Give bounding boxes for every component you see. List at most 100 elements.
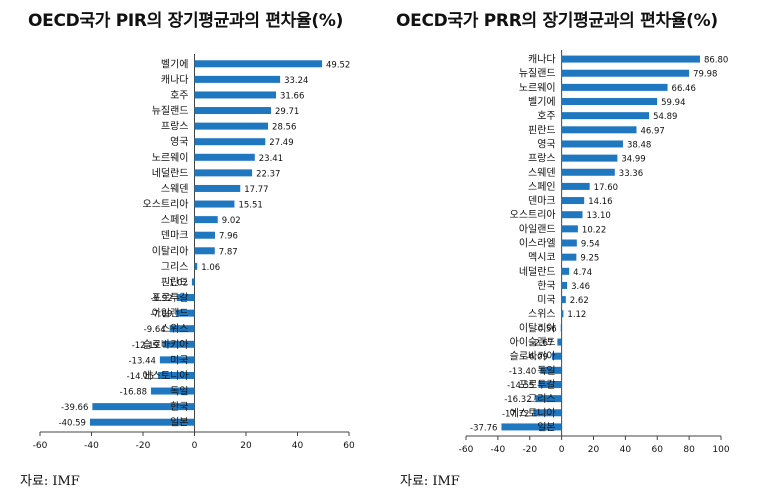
value-label: 33.24	[284, 76, 308, 86]
category-label: 에스토니아	[143, 370, 189, 382]
bar	[501, 423, 562, 431]
x-tick-label: 40	[292, 441, 304, 451]
value-label: -1.02	[166, 278, 188, 288]
category-label: 노르웨이	[152, 152, 189, 164]
x-tick-label: 40	[620, 445, 632, 455]
value-label: 3.46	[571, 282, 590, 292]
x-tick-label: 80	[683, 445, 695, 455]
category-label: 일본	[537, 421, 555, 433]
category-label: 스웨덴	[528, 167, 556, 179]
category-label: 아이슬랜드	[510, 337, 556, 349]
x-tick-label: -40	[84, 441, 99, 451]
value-label: 7.87	[219, 247, 238, 257]
bar	[89, 418, 195, 426]
value-label: 38.48	[627, 140, 651, 150]
bar	[561, 140, 623, 148]
category-label: 일본	[170, 417, 188, 429]
bar	[557, 338, 562, 346]
category-label: 아일랜드	[152, 308, 189, 320]
x-tick-label: -40	[491, 445, 506, 455]
bar	[194, 60, 323, 68]
category-label: 독일	[537, 365, 555, 377]
bar	[540, 366, 562, 374]
category-label: 핀란드	[161, 276, 189, 288]
category-label: 스웨덴	[161, 183, 189, 195]
bar	[561, 253, 577, 261]
category-label: 네덜란드	[152, 167, 189, 179]
pir-bar-chart: -60 -40 -20 0 20 40 60 벨기에 49.52 캐나다 33.24 호주 31.66 뉴…	[33, 54, 355, 451]
category-label: 독일	[170, 386, 188, 398]
x-tick-label: 60	[652, 445, 664, 455]
value-label: 46.97	[640, 126, 664, 136]
value-label: 33.36	[619, 169, 643, 179]
bar	[561, 239, 577, 247]
category-label: 영국	[537, 138, 555, 150]
bar	[191, 278, 195, 286]
value-label: -13.44	[128, 356, 155, 366]
value-label: -39.66	[61, 403, 88, 413]
value-label: 59.94	[661, 98, 685, 108]
value-label: 14.16	[588, 197, 612, 207]
bar	[561, 168, 615, 176]
bar	[194, 216, 218, 224]
category-label: 덴마크	[528, 195, 556, 207]
x-tick-label: -60	[33, 441, 48, 451]
chart-title-pir: OECD국가 PIR의 장기평균과의 편차율(%)	[28, 11, 344, 31]
bar	[163, 340, 195, 348]
value-label: -13.40	[509, 367, 536, 377]
bar	[194, 91, 277, 99]
x-tick-label: -20	[136, 441, 151, 451]
category-label: 스위스	[528, 307, 556, 320]
source-note-pir: 자료: IMF	[20, 470, 84, 489]
bar	[194, 153, 255, 161]
value-label: 66.46	[672, 84, 696, 94]
value-label: -14.15	[127, 372, 154, 382]
value-label: 23.41	[259, 154, 283, 164]
category-label: 뉴질랜드	[519, 68, 556, 80]
category-label: 네덜란드	[519, 266, 556, 278]
bar	[169, 325, 195, 333]
value-label: -6.09	[526, 353, 548, 363]
x-tick-label: 20	[588, 445, 600, 455]
bar	[561, 126, 637, 134]
category-label: 슬로바키아	[143, 339, 189, 351]
category-label: 멕시코	[528, 252, 556, 264]
category-label: 미국	[537, 294, 555, 306]
category-label: 스페인	[161, 214, 189, 226]
category-label: 포르투갈	[519, 378, 556, 391]
value-label: 79.98	[693, 70, 717, 80]
value-label: -9.64	[144, 325, 166, 335]
category-label: 그리스	[161, 261, 189, 273]
bar	[158, 371, 195, 379]
bar	[561, 55, 700, 63]
category-label: 한국	[170, 401, 188, 413]
bar	[561, 310, 564, 318]
value-label: -2.67	[531, 339, 553, 349]
bar	[194, 122, 269, 130]
bar	[176, 294, 195, 302]
category-label: 캐나다	[528, 54, 556, 66]
bar	[194, 138, 266, 146]
value-label: 15.51	[238, 201, 262, 211]
category-label: 포르투갈	[152, 291, 189, 304]
category-label: 영국	[170, 136, 188, 148]
category-label: 덴마크	[161, 230, 189, 242]
chart-title-prr: OECD국가 PRR의 장기평균과의 편차율(%)	[396, 11, 718, 31]
bar	[561, 267, 570, 275]
bar	[194, 262, 198, 270]
value-label: 27.49	[269, 138, 293, 148]
value-label: -7.09	[150, 310, 172, 320]
value-label: 9.54	[581, 240, 600, 250]
x-tick-label: 0	[559, 445, 565, 455]
value-label: -37.76	[470, 423, 497, 433]
category-label: 호주	[537, 110, 555, 122]
bar	[561, 98, 658, 106]
bar	[176, 309, 195, 317]
value-label: -0.56	[535, 324, 557, 334]
x-tick-label: -20	[522, 445, 537, 455]
category-label: 스위스	[161, 322, 189, 335]
prr-bar-chart: -60 -40 -20 0 20 40 60 80 100 캐나다 86.80 뉴질랜드 79.98 노르…	[459, 50, 730, 455]
value-label: 9.02	[222, 216, 241, 226]
source-label: 자료:	[20, 474, 49, 489]
value-label: -14.55	[507, 381, 534, 391]
